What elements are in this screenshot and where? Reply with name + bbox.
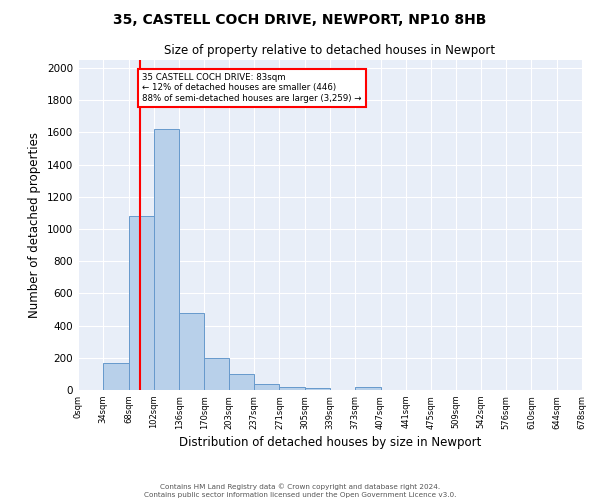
Bar <box>254 384 280 390</box>
Bar <box>205 358 229 390</box>
Text: Contains HM Land Registry data © Crown copyright and database right 2024.
Contai: Contains HM Land Registry data © Crown c… <box>144 484 456 498</box>
Bar <box>280 387 305 390</box>
Bar <box>154 129 179 390</box>
Bar <box>179 312 205 390</box>
X-axis label: Distribution of detached houses by size in Newport: Distribution of detached houses by size … <box>179 436 481 449</box>
Bar <box>355 387 380 390</box>
Bar <box>305 388 330 390</box>
Bar <box>103 364 128 390</box>
Y-axis label: Number of detached properties: Number of detached properties <box>28 132 41 318</box>
Title: Size of property relative to detached houses in Newport: Size of property relative to detached ho… <box>164 44 496 58</box>
Bar <box>128 216 154 390</box>
Bar <box>229 374 254 390</box>
Text: 35, CASTELL COCH DRIVE, NEWPORT, NP10 8HB: 35, CASTELL COCH DRIVE, NEWPORT, NP10 8H… <box>113 12 487 26</box>
Text: 35 CASTELL COCH DRIVE: 83sqm
← 12% of detached houses are smaller (446)
88% of s: 35 CASTELL COCH DRIVE: 83sqm ← 12% of de… <box>142 73 361 102</box>
